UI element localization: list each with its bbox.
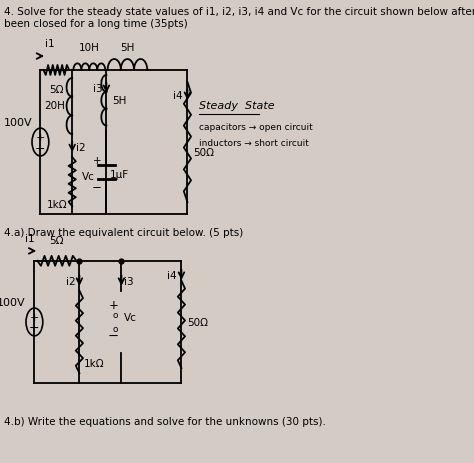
- Text: −: −: [29, 322, 40, 335]
- Text: o: o: [113, 325, 118, 334]
- Text: 50Ω: 50Ω: [193, 148, 214, 157]
- Text: 4.a) Draw the equivalent circuit below. (5 pts): 4.a) Draw the equivalent circuit below. …: [4, 227, 243, 238]
- Text: i3: i3: [92, 84, 102, 94]
- Text: i1: i1: [26, 233, 35, 244]
- Text: +: +: [36, 133, 45, 143]
- Text: 5H: 5H: [112, 95, 127, 106]
- Text: −: −: [92, 180, 101, 193]
- Text: −: −: [107, 330, 118, 343]
- Text: i3: i3: [124, 276, 134, 286]
- Text: i1: i1: [45, 39, 54, 49]
- Text: Steady  State: Steady State: [200, 100, 275, 111]
- Text: +: +: [109, 298, 118, 311]
- Text: capacitors → open circuit: capacitors → open circuit: [200, 122, 313, 131]
- Text: 100V: 100V: [0, 297, 26, 307]
- Text: +: +: [30, 313, 39, 322]
- Text: i2: i2: [76, 143, 86, 153]
- Text: 1kΩ: 1kΩ: [47, 200, 67, 210]
- Text: 5Ω: 5Ω: [49, 85, 64, 94]
- Text: 5H: 5H: [120, 43, 135, 53]
- Text: 1kΩ: 1kΩ: [84, 358, 105, 369]
- Text: 50Ω: 50Ω: [187, 317, 208, 327]
- Text: i2: i2: [65, 276, 75, 286]
- Text: i4: i4: [173, 91, 182, 100]
- Text: o: o: [113, 311, 118, 320]
- Text: 4.b) Write the equations and solve for the unknowns (30 pts).: 4.b) Write the equations and solve for t…: [4, 416, 326, 426]
- Text: −: −: [35, 142, 46, 155]
- Text: inductors → short circuit: inductors → short circuit: [200, 138, 310, 147]
- Text: 10H: 10H: [79, 43, 100, 53]
- Text: 100V: 100V: [3, 118, 32, 128]
- Text: +: +: [93, 156, 101, 166]
- Text: 5Ω: 5Ω: [50, 235, 64, 245]
- Text: 4. Solve for the steady state values of i1, i2, i3, i4 and Vc for the circuit sh: 4. Solve for the steady state values of …: [4, 7, 474, 29]
- Text: 1μF: 1μF: [110, 170, 129, 180]
- Text: 20H: 20H: [44, 100, 65, 111]
- Text: Vc: Vc: [82, 172, 94, 182]
- Text: Vc: Vc: [124, 313, 137, 322]
- Text: i4: i4: [167, 270, 177, 280]
